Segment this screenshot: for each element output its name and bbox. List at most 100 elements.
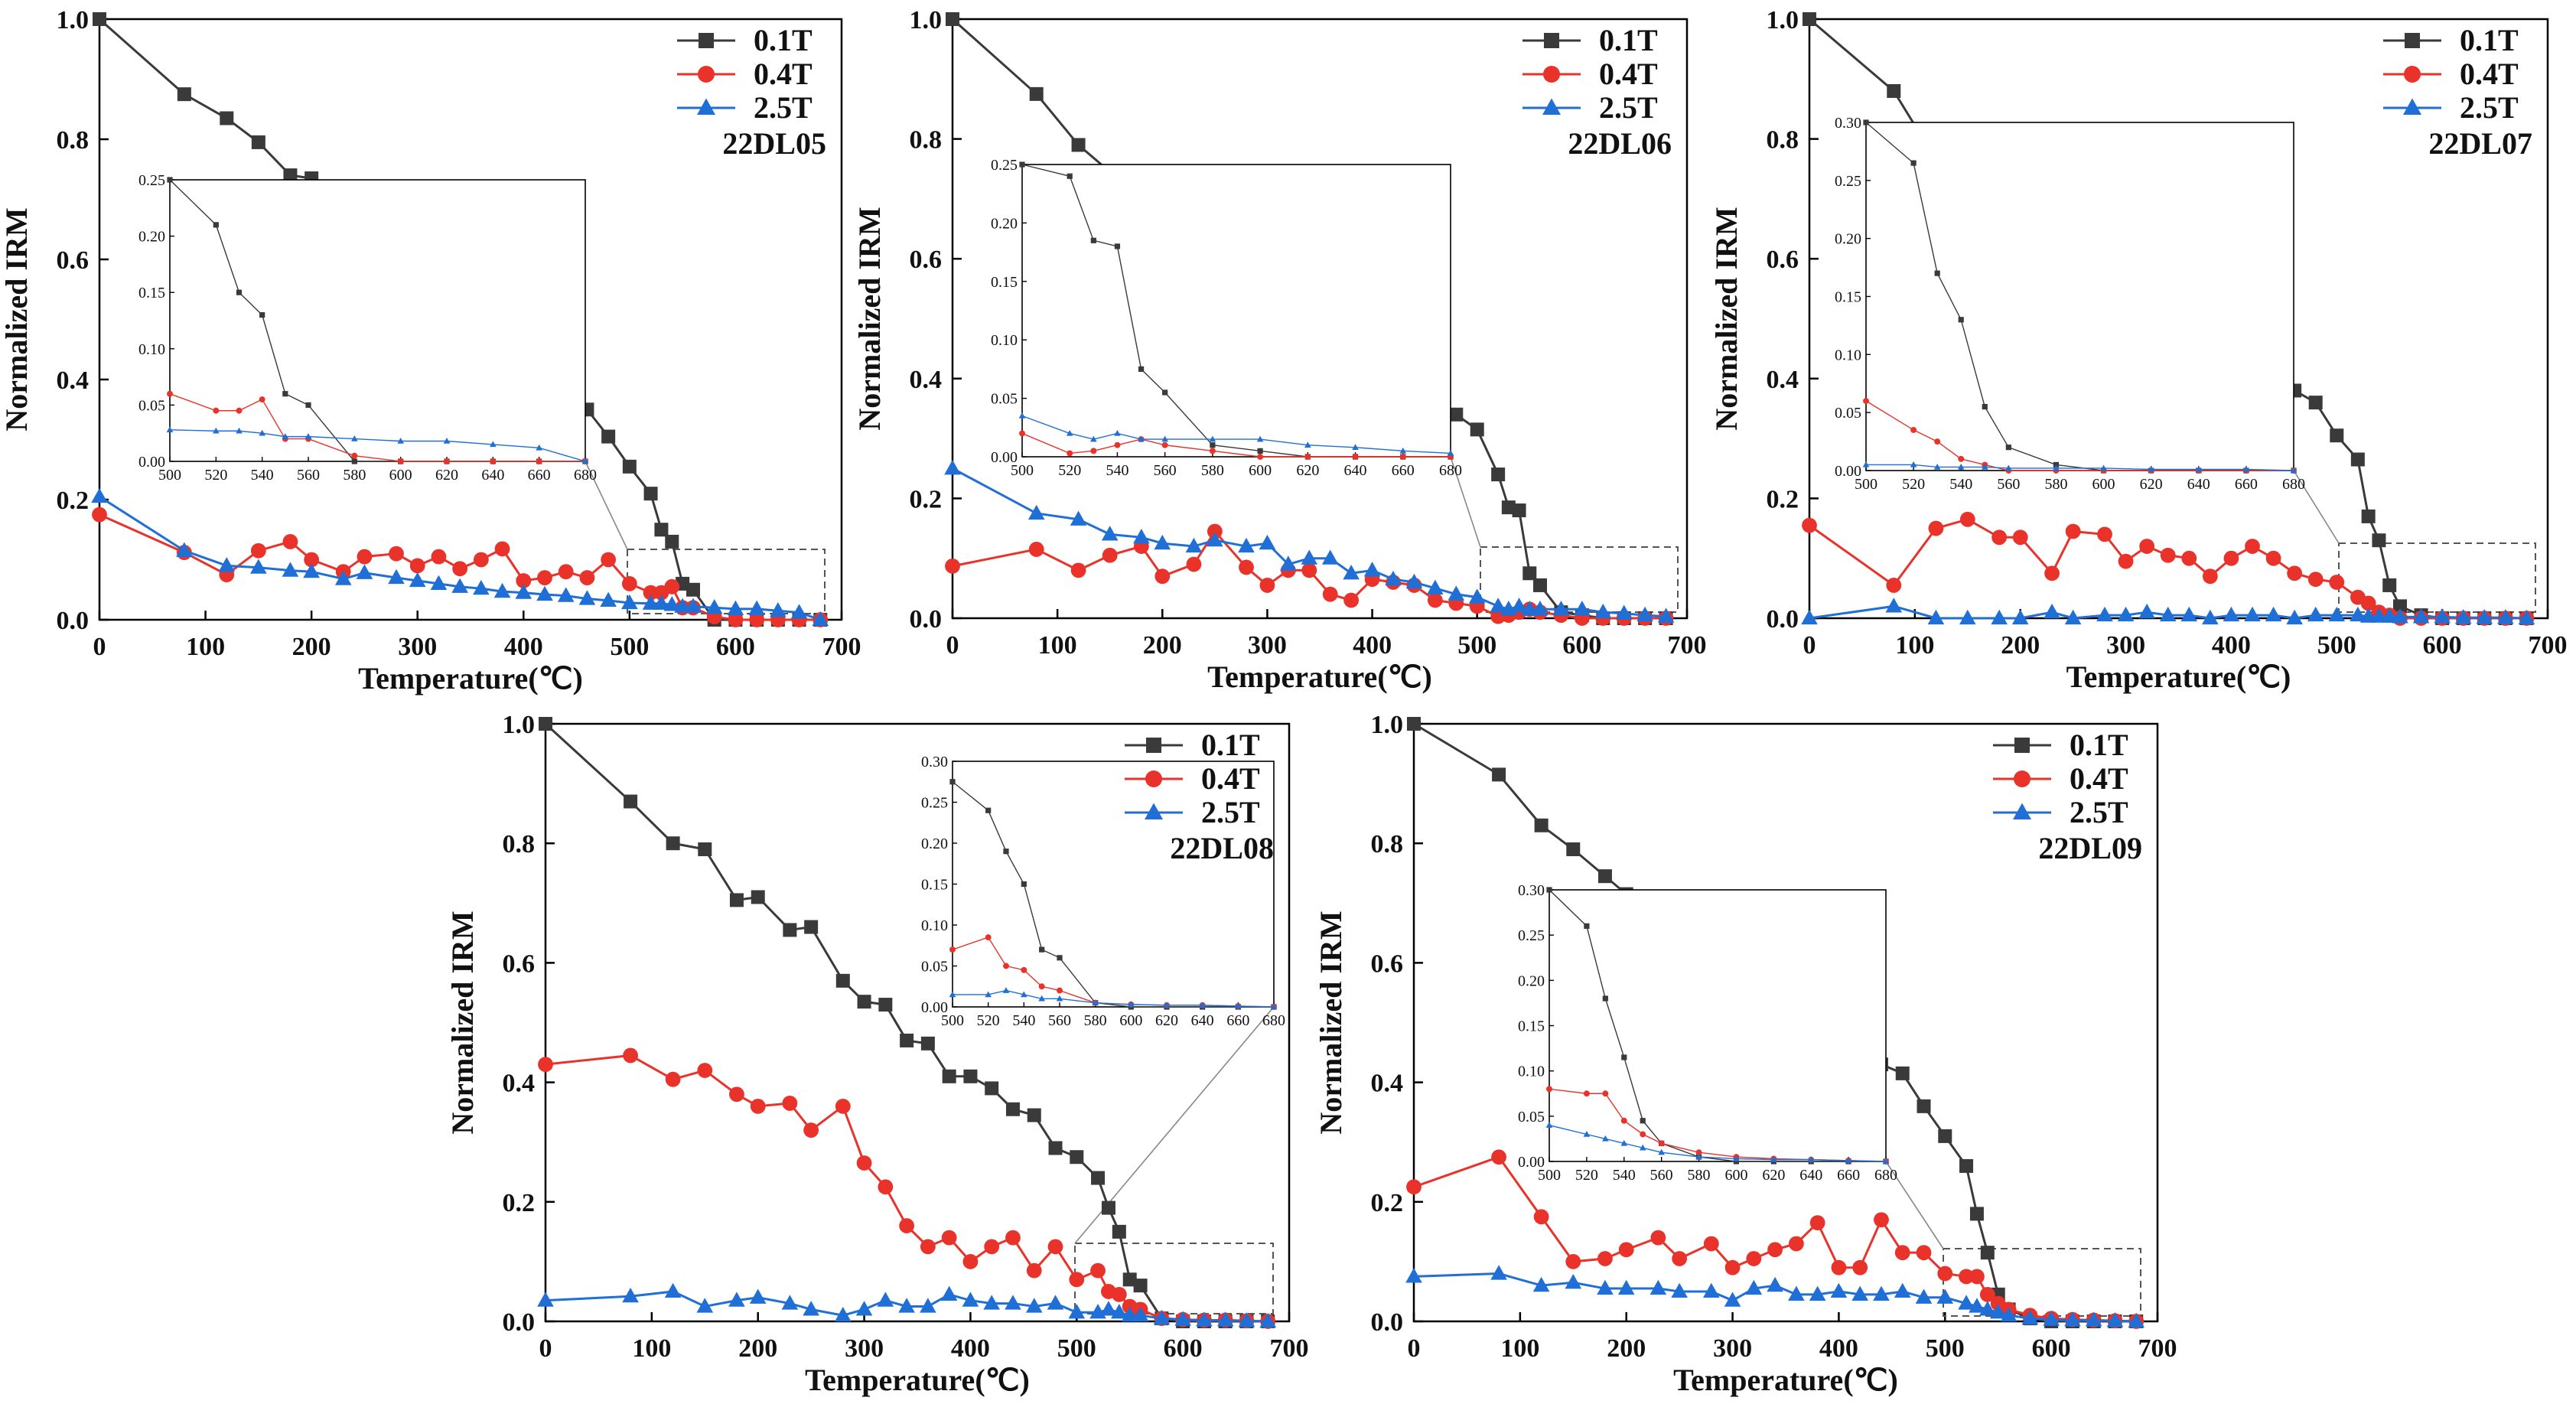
data-point-0.1T bbox=[1566, 842, 1581, 857]
y-tick-label: 0.2 bbox=[1767, 485, 1799, 513]
inset-data-point-2.5T bbox=[1038, 995, 1045, 1002]
y-tick-label: 0.4 bbox=[910, 366, 943, 394]
inset-x-tick-label: 520 bbox=[1058, 462, 1081, 479]
inset-data-point-0.4T bbox=[949, 946, 956, 953]
sample-label: 22DL07 bbox=[2428, 126, 2532, 161]
y-axis-label: Normalized IRM bbox=[1314, 910, 1348, 1134]
x-tick-label: 300 bbox=[1713, 1334, 1752, 1363]
legend-label-0.4T: 0.4T bbox=[2460, 57, 2519, 91]
data-point-2.5T bbox=[1989, 1304, 2007, 1319]
legend-marker-2.5T bbox=[1145, 803, 1163, 819]
inset-data-point-0.1T bbox=[1257, 448, 1263, 454]
data-point-2.5T bbox=[1532, 601, 1549, 616]
data-point-0.1T bbox=[1048, 1141, 1063, 1155]
inset-x-tick-label: 640 bbox=[2187, 476, 2210, 493]
inset-data-point-0.4T bbox=[167, 390, 173, 397]
x-tick-label: 100 bbox=[1895, 631, 1934, 660]
inset-data-point-2.5T bbox=[1114, 429, 1121, 436]
inset-data-point-0.4T bbox=[536, 458, 542, 464]
data-point-2.5T bbox=[2202, 609, 2219, 625]
data-point-0.1T bbox=[2361, 509, 2376, 523]
inset-data-point-0.1T bbox=[1021, 881, 1027, 888]
inset-x-tick-label: 560 bbox=[1154, 462, 1177, 479]
x-tick-label: 600 bbox=[1164, 1334, 1203, 1363]
inset-x-tick-label: 680 bbox=[574, 467, 597, 484]
y-tick-label: 0.2 bbox=[1371, 1189, 1404, 1217]
inset-y-tick-label: 0.10 bbox=[921, 917, 948, 934]
inset-y-tick-label: 0.10 bbox=[1518, 1064, 1545, 1080]
inset-x-tick-label: 660 bbox=[1392, 462, 1415, 479]
y-tick-label: 0.8 bbox=[1767, 126, 1799, 155]
inset-y-tick-label: 0.20 bbox=[1835, 231, 1861, 248]
y-tick-label: 0.2 bbox=[57, 487, 90, 515]
x-tick-label: 600 bbox=[2423, 631, 2462, 660]
inset-data-point-0.4T bbox=[1038, 983, 1045, 990]
data-point-0.4T bbox=[494, 541, 510, 557]
inset-data-point-0.1T bbox=[1621, 1054, 1627, 1060]
inset-y-tick-label: 0.00 bbox=[138, 454, 165, 471]
legend-marker-0.4T bbox=[1145, 770, 1162, 787]
zoom-region-box bbox=[1074, 1243, 1274, 1314]
inset-data-point-0.4T bbox=[1546, 1086, 1552, 1093]
inset-data-point-0.4T bbox=[1003, 963, 1009, 969]
data-point-0.4T bbox=[389, 546, 404, 562]
data-point-0.4T bbox=[920, 1239, 936, 1255]
data-point-2.5T bbox=[1574, 601, 1591, 616]
data-point-2.5T bbox=[1207, 531, 1223, 547]
data-point-2.5T bbox=[622, 1287, 639, 1303]
inset-data-point-0.1T bbox=[1934, 270, 1940, 276]
data-point-0.4T bbox=[1959, 1269, 1974, 1285]
data-point-0.4T bbox=[1491, 1149, 1506, 1165]
data-point-0.4T bbox=[1026, 1262, 1042, 1279]
inset-y-tick-label: 0.30 bbox=[921, 754, 948, 770]
data-point-0.4T bbox=[1746, 1251, 1762, 1266]
data-point-0.4T bbox=[2265, 550, 2281, 566]
inset-data-point-2.5T bbox=[1910, 461, 1917, 467]
data-point-2.5T bbox=[1979, 1301, 1996, 1316]
data-point-2.5T bbox=[1047, 1295, 1064, 1310]
y-tick-label: 0.4 bbox=[1371, 1070, 1404, 1098]
legend-label-2.5T: 2.5T bbox=[754, 90, 813, 125]
inset-data-point-0.4T bbox=[1958, 455, 1965, 462]
data-point-0.4T bbox=[945, 558, 960, 574]
inset-zoom-plot: 500 520 540 560 580 600 620 640 660 680 0.00 0.05 0.… bbox=[1835, 115, 2305, 493]
legend-marker-0.4T bbox=[1543, 66, 1560, 83]
inset-data-point-2.5T bbox=[949, 991, 956, 998]
data-point-2.5T bbox=[2412, 608, 2430, 624]
inset-data-point-2.5T bbox=[1002, 987, 1010, 993]
data-point-2.5T bbox=[2044, 603, 2060, 619]
zoom-connector-line bbox=[1450, 456, 1481, 548]
data-point-0.1T bbox=[1938, 1129, 1952, 1143]
inset-x-tick-label: 600 bbox=[1119, 1012, 1142, 1029]
inset-x-tick-label: 500 bbox=[1855, 476, 1877, 493]
data-point-0.1T bbox=[601, 429, 616, 444]
inset-x-tick-label: 620 bbox=[1762, 1167, 1785, 1184]
x-tick-label: 400 bbox=[951, 1334, 990, 1363]
data-point-0.1T bbox=[2330, 428, 2344, 443]
data-point-2.5T bbox=[1100, 1301, 1117, 1316]
data-point-0.1T bbox=[1491, 467, 1506, 482]
y-tick-label: 0.8 bbox=[503, 830, 536, 858]
legend-marker-0.4T bbox=[2404, 66, 2421, 83]
inset-data-point-0.1T bbox=[1584, 923, 1590, 929]
data-point-2.5T bbox=[2011, 609, 2029, 625]
x-tick-label: 200 bbox=[1607, 1334, 1646, 1363]
data-point-0.1T bbox=[1027, 1108, 1041, 1122]
x-tick-label: 200 bbox=[1143, 631, 1182, 660]
data-point-2.5T bbox=[663, 596, 681, 611]
inset-x-tick-label: 560 bbox=[1997, 476, 2020, 493]
data-point-0.4T bbox=[1597, 1251, 1613, 1266]
data-point-0.1T bbox=[751, 890, 765, 904]
data-point-0.1T bbox=[666, 836, 680, 851]
inset-y-tick-label: 0.00 bbox=[1835, 463, 1861, 480]
inset-x-tick-label: 660 bbox=[1837, 1167, 1860, 1184]
data-point-2.5T bbox=[653, 595, 670, 610]
x-axis-label: Temperature(℃) bbox=[358, 661, 583, 695]
inset-x-tick-label: 520 bbox=[1575, 1167, 1598, 1184]
x-tick-label: 700 bbox=[2529, 631, 2568, 660]
inset-data-point-0.4T bbox=[1352, 454, 1359, 460]
inset-y-tick-label: 0.00 bbox=[921, 999, 948, 1016]
data-point-2.5T bbox=[1521, 601, 1539, 616]
data-point-2.5T bbox=[1873, 1285, 1890, 1301]
data-point-0.4T bbox=[2287, 565, 2303, 581]
